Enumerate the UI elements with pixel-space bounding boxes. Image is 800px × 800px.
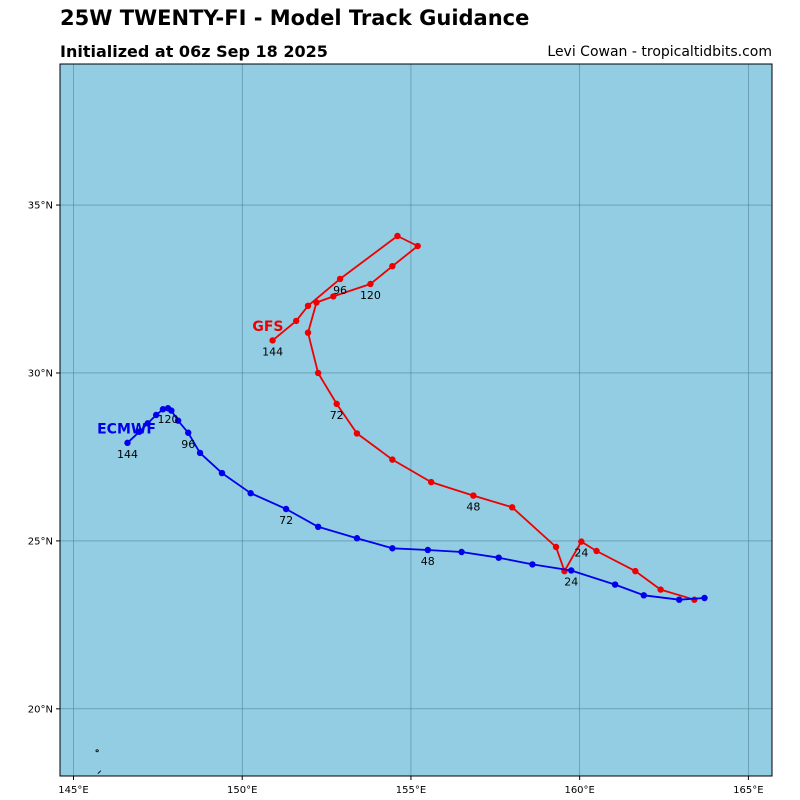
track-point <box>353 535 361 542</box>
track-point <box>164 405 172 412</box>
track-point <box>333 400 340 408</box>
track-point <box>389 545 396 552</box>
lon-tick-label: 160°E <box>564 785 594 796</box>
track-point <box>124 439 131 447</box>
lat-tick-label: 20°N <box>28 704 53 715</box>
lat-tick-label: 35°N <box>28 201 53 212</box>
lat-tick-label: 25°N <box>28 536 53 547</box>
track-point <box>552 543 560 551</box>
track-point <box>424 546 432 554</box>
lat-lon-grid <box>60 64 772 776</box>
track-point <box>314 369 322 377</box>
track-point <box>314 523 322 530</box>
track-point <box>389 262 396 270</box>
track-point <box>367 280 374 288</box>
track-point <box>159 406 167 413</box>
forecast-hour-label: 144 <box>117 448 138 461</box>
map-frame <box>59 63 773 777</box>
track-point <box>136 428 143 435</box>
track-gfs: 24 48 72 96 120 144 GFS <box>252 232 698 603</box>
model-name-label: ECMWF <box>97 421 156 437</box>
lon-tick-label: 165°E <box>733 785 763 796</box>
lon-tick-label: 145°E <box>58 785 88 796</box>
island <box>95 749 99 753</box>
track-point <box>458 548 465 556</box>
forecast-hour-label: 24 <box>574 547 588 560</box>
track-point <box>293 317 300 325</box>
track-point <box>247 490 254 497</box>
forecast-hour-label: 72 <box>279 514 293 527</box>
chart-title: 25W TWENTY-FI - Model Track Guidance <box>60 6 530 30</box>
island <box>97 770 102 774</box>
source-credit: Levi Cowan - tropicaltidbits.com <box>547 44 772 60</box>
track-point <box>568 567 575 574</box>
track-point <box>640 592 647 599</box>
track-point <box>304 302 312 310</box>
track-point <box>144 420 151 427</box>
lon-tick-label: 150°E <box>227 785 257 796</box>
track-point <box>174 417 182 424</box>
track-point <box>508 504 516 511</box>
forecast-hour-label: 144 <box>262 345 283 358</box>
track-point <box>611 581 619 588</box>
track-point <box>701 594 708 602</box>
track-point <box>495 554 502 561</box>
model-name-label: GFS <box>252 319 283 335</box>
track-point <box>218 469 226 477</box>
forecast-hour-label: 96 <box>181 438 195 451</box>
track-point <box>394 232 401 240</box>
forecast-hour-label: 48 <box>421 555 435 568</box>
track-point <box>529 561 536 568</box>
track-point <box>196 449 204 457</box>
track-point <box>185 429 192 436</box>
track-point <box>152 411 160 419</box>
forecast-hour-label: 96 <box>333 284 347 297</box>
forecast-hour-label: 48 <box>466 501 480 514</box>
forecast-hour-label: 120 <box>360 289 381 302</box>
track-point <box>632 567 639 575</box>
init-time-subtitle: Initialized at 06z Sep 18 2025 <box>60 42 328 61</box>
track-point <box>414 242 421 250</box>
track-point <box>578 538 585 545</box>
track-point <box>313 299 320 306</box>
axis-ticks: 145°E 150°E 155°E 160°E 165°E 20°N 25°N 30°N 35°… <box>28 201 764 796</box>
track-point <box>389 456 396 463</box>
track-point <box>593 547 600 555</box>
track-point <box>336 275 344 283</box>
islands <box>95 749 102 774</box>
track-point <box>427 478 435 486</box>
forecast-hour-label: 72 <box>330 409 344 422</box>
track-point <box>676 596 683 603</box>
lon-tick-label: 155°E <box>396 785 426 796</box>
forecast-hour-label: 24 <box>564 575 578 588</box>
forecast-hour-label: 120 <box>157 413 178 426</box>
track-point <box>304 329 312 336</box>
track-point <box>330 293 337 300</box>
track-point <box>470 492 477 499</box>
track-point <box>657 586 664 593</box>
lat-tick-label: 30°N <box>28 368 53 379</box>
track-point <box>353 430 361 437</box>
track-point <box>269 337 276 344</box>
track-point <box>282 505 290 513</box>
